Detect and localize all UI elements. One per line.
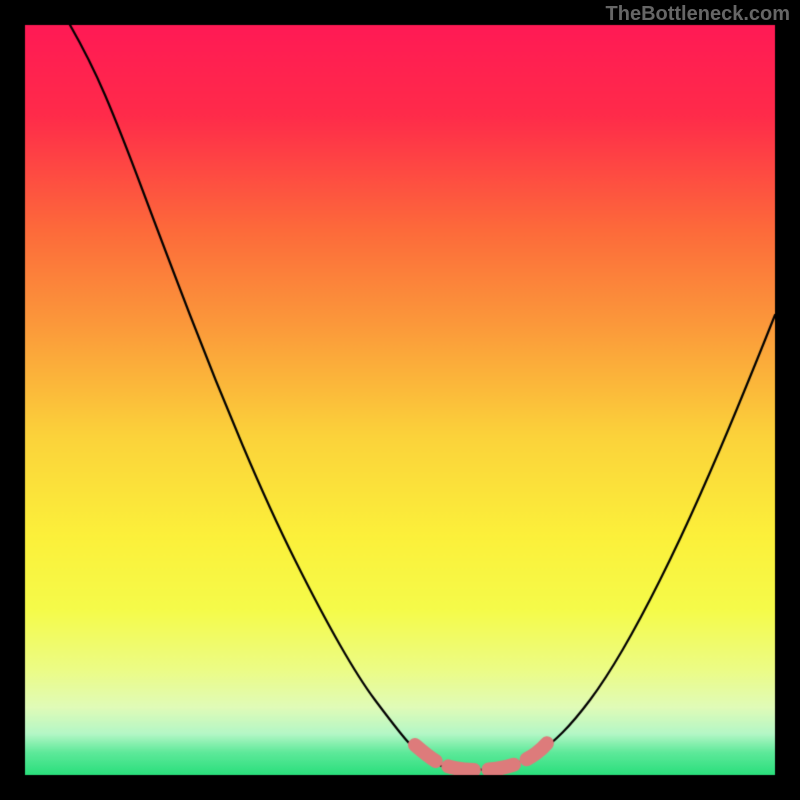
watermark-text: TheBottleneck.com: [606, 3, 790, 26]
bottleneck-chart: [0, 0, 800, 800]
